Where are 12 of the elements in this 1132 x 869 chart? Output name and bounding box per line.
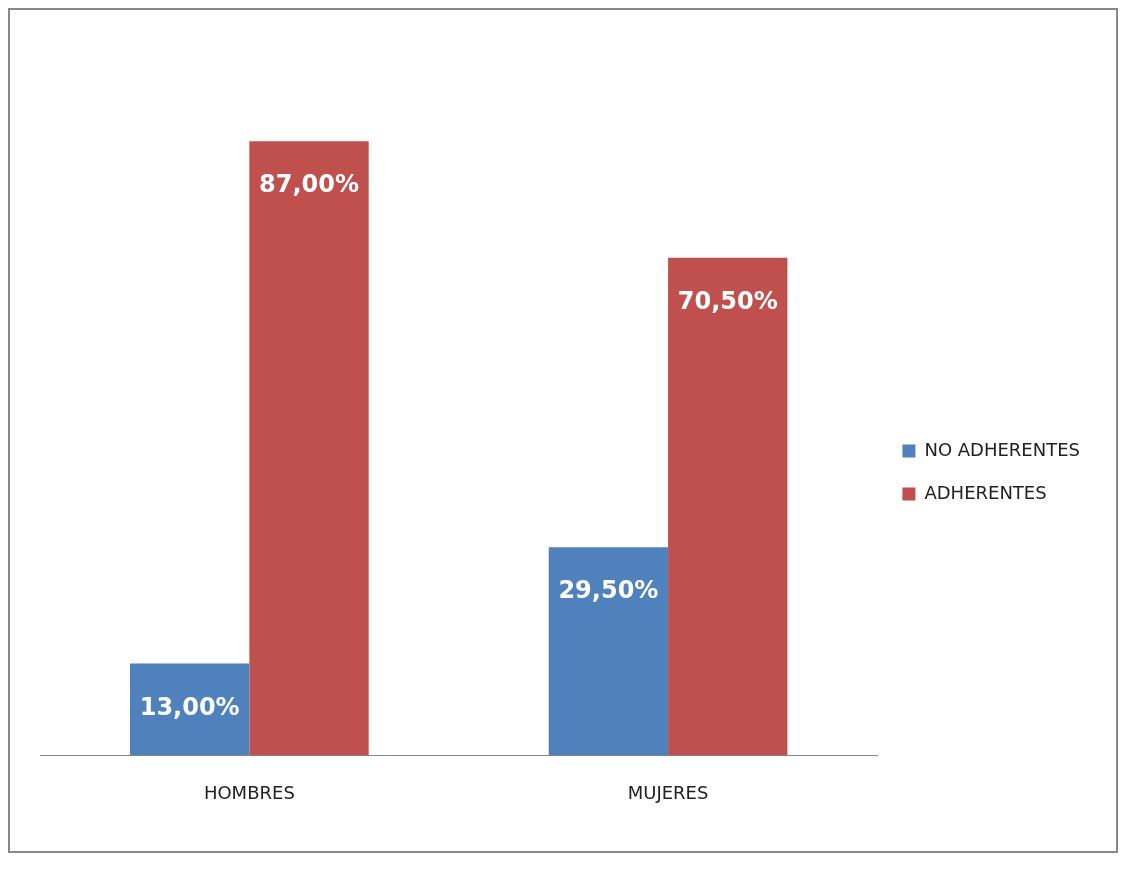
data-label: 87,00% (259, 170, 360, 199)
bar (130, 663, 250, 756)
x-tick-label: HOMBRES (203, 781, 295, 803)
data-label: 13,00% (139, 692, 240, 721)
bar (249, 141, 369, 756)
legend-label: ADHERENTES (924, 481, 1047, 503)
data-label: 29,50% (558, 576, 659, 605)
bar (668, 257, 788, 756)
bar (548, 547, 669, 756)
x-tick-label: MUJERES (627, 781, 709, 803)
legend-label: NO ADHERENTES (924, 438, 1080, 460)
data-label: 70,50% (677, 286, 778, 315)
